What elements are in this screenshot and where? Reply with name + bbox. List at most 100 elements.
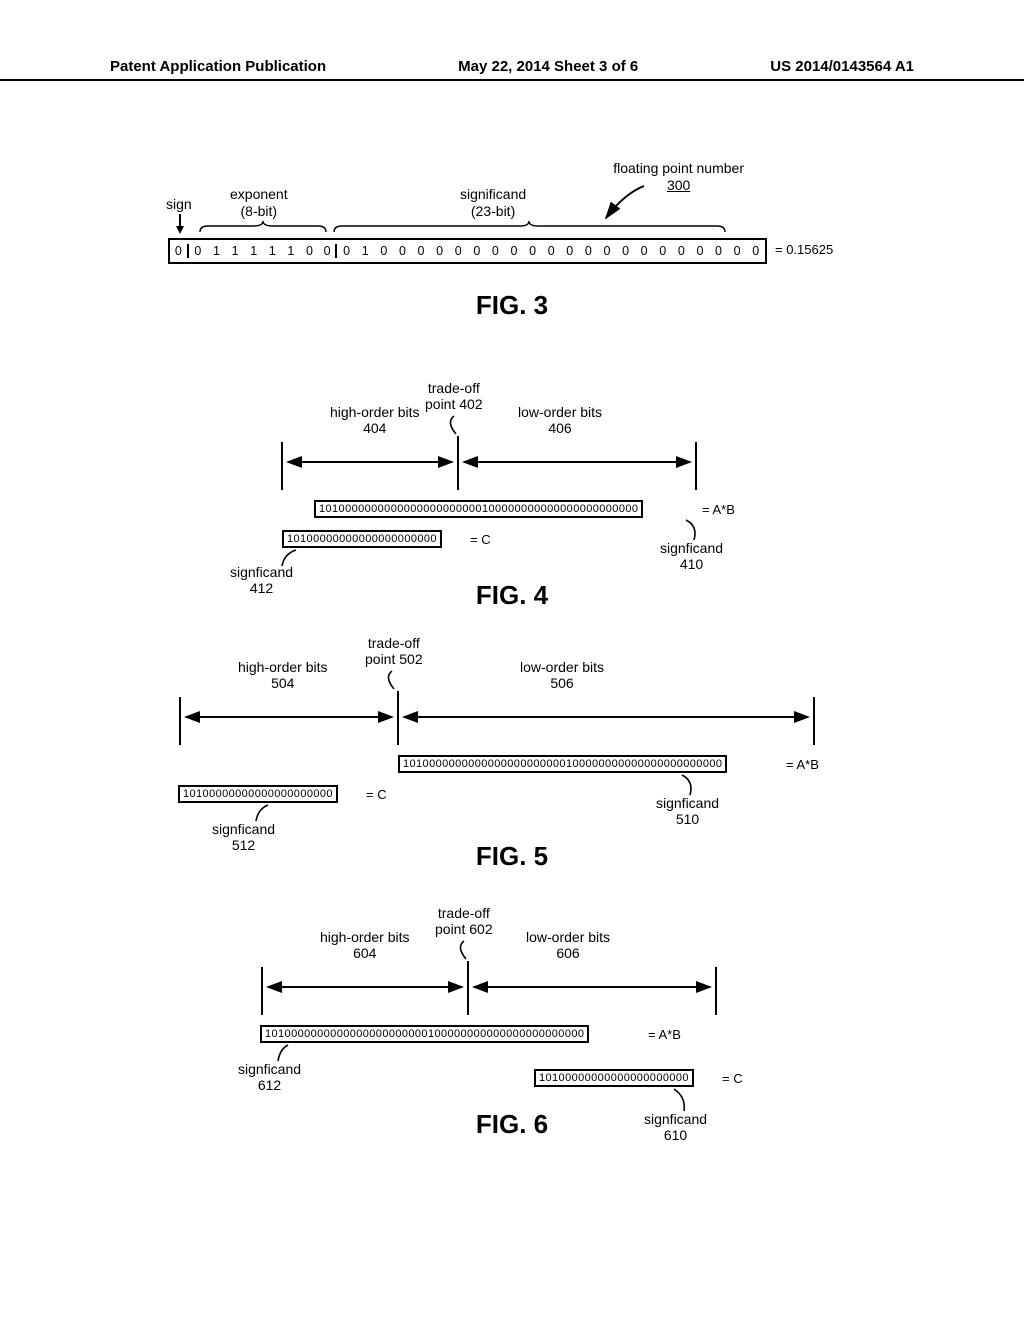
bit-cell: 0: [337, 244, 356, 258]
fig4-ab-eq: = A*B: [702, 502, 735, 517]
bit-cell: 0: [523, 244, 542, 258]
fig6-lo-l1: low-order bits: [526, 929, 610, 945]
significand-label: significand (23-bit): [460, 186, 526, 220]
fpn-arrow-icon: [594, 184, 654, 224]
exponent-label: exponent (8-bit): [230, 186, 288, 220]
bit-row: 00111110001000000000000000000000: [168, 238, 767, 264]
page-content: floating point number 300 sign exponent …: [0, 140, 1024, 1175]
fig5-title: FIG. 5: [120, 841, 904, 872]
fig6-c-eq: = C: [722, 1071, 743, 1086]
bit-cell: 1: [282, 244, 301, 258]
fig4-lo-l2: 406: [548, 420, 571, 436]
fig4-sig410-l2: 410: [680, 556, 703, 572]
fig4-c-eq: = C: [470, 532, 491, 547]
bit-cell: 0: [319, 244, 338, 258]
bit-cell: 0: [579, 244, 598, 258]
fig4-sig412-l1: signficand: [230, 564, 293, 580]
fig5-sig510-label: signficand 510: [656, 795, 719, 827]
bit-cell: 0: [393, 244, 412, 258]
fig5-lo-l2: 506: [550, 675, 573, 691]
fig6-ab-box: 1010000000000000000000000100000000000000…: [260, 1025, 589, 1043]
bit-cell: 0: [430, 244, 449, 258]
fig6-sig612-l2: 612: [258, 1077, 281, 1093]
fig5-tradeoff-label: trade-off point 502: [365, 635, 423, 667]
figure-5: trade-off point 502 high-order bits 504 …: [120, 635, 904, 895]
header-right: US 2014/0143564 A1: [770, 58, 914, 75]
fig5-sig510-l1: signficand: [656, 795, 719, 811]
bit-cell: 0: [486, 244, 505, 258]
sig-label-text: significand: [460, 186, 526, 202]
fig4-trade-l2: point 402: [425, 396, 483, 412]
exp-label-bits: (8-bit): [241, 203, 278, 219]
fig5-ho-l1: high-order bits: [238, 659, 328, 675]
fig6-range-icon: [260, 961, 720, 1019]
exp-label-text: exponent: [230, 186, 288, 202]
bit-cell: 0: [505, 244, 524, 258]
fig4-trade-l1: trade-off: [428, 380, 480, 396]
bit-cell: 0: [728, 244, 747, 258]
fig5-lo-label: low-order bits 506: [520, 659, 604, 691]
page-header: Patent Application Publication May 22, 2…: [0, 58, 1024, 81]
fpn-label-number: 300: [667, 177, 690, 193]
fig5-ab-box: 1010000000000000000000000100000000000000…: [398, 755, 727, 773]
fig5-ho-l2: 504: [271, 675, 294, 691]
bit-cell: 0: [709, 244, 728, 258]
fig6-sig612-l1: signficand: [238, 1061, 301, 1077]
fig6-sig612-label: signficand 612: [238, 1061, 301, 1093]
bit-cell: 1: [207, 244, 226, 258]
fig5-ho-label: high-order bits 504: [238, 659, 328, 691]
bit-cell: 1: [244, 244, 263, 258]
fig4-ho-l1: high-order bits: [330, 404, 420, 420]
fig6-lo-label: low-order bits 606: [526, 929, 610, 961]
bit-cell: 0: [560, 244, 579, 258]
fig6-tradeoff-label: trade-off point 602: [435, 905, 493, 937]
fig4-sig410-l1: signficand: [660, 540, 723, 556]
fig5-sig510-l2: 510: [676, 811, 699, 827]
bit-cell: 0: [542, 244, 561, 258]
fig6-c-box: 10100000000000000000000: [534, 1069, 694, 1087]
fig6-trade-l2: point 602: [435, 921, 493, 937]
fig3-title: FIG. 3: [120, 290, 904, 321]
fig4-ho-label: high-order bits 404: [330, 404, 420, 436]
figure-4: trade-off point 402 high-order bits 404 …: [120, 380, 904, 625]
brace-exponent-icon: [198, 220, 328, 234]
fig5-range-icon: [178, 691, 818, 749]
bit-cell: 0: [653, 244, 672, 258]
bit-cell: 0: [598, 244, 617, 258]
bit-cell: 0: [691, 244, 710, 258]
fig5-c-eq: = C: [366, 787, 387, 802]
fig6-ho-label: high-order bits 604: [320, 929, 410, 961]
fig6-ab-eq: = A*B: [648, 1027, 681, 1042]
fig6-lo-l2: 606: [556, 945, 579, 961]
fig5-trade-l1: trade-off: [368, 635, 420, 651]
bit-cell: 0: [746, 244, 765, 258]
bit-cell: 0: [375, 244, 394, 258]
fig4-sig410-label: signficand 410: [660, 540, 723, 572]
bit-cell: 0: [616, 244, 635, 258]
bit-cell: 0: [635, 244, 654, 258]
fig5-lo-l1: low-order bits: [520, 659, 604, 675]
header-center: May 22, 2014 Sheet 3 of 6: [458, 58, 638, 75]
bit-cell: 0: [189, 244, 208, 258]
fig6-ho-l2: 604: [353, 945, 376, 961]
fig4-ho-l2: 404: [363, 420, 386, 436]
bit-cell: 1: [263, 244, 282, 258]
bit-cell: 0: [449, 244, 468, 258]
sig-label-bits: (23-bit): [471, 203, 515, 219]
fig3-value: = 0.15625: [775, 242, 833, 257]
bit-cell: 0: [170, 244, 189, 258]
fig4-c-box: 10100000000000000000000: [282, 530, 442, 548]
fig4-title: FIG. 4: [120, 580, 904, 611]
bit-cell: 0: [468, 244, 487, 258]
figure-6: trade-off point 602 high-order bits 604 …: [120, 905, 904, 1175]
fig4-trade-hook-icon: [442, 414, 468, 438]
bit-cell: 0: [672, 244, 691, 258]
fig5-trade-l2: point 502: [365, 651, 423, 667]
bit-cell: 1: [226, 244, 245, 258]
fig5-sig512-l1: signficand: [212, 821, 275, 837]
fig4-ab-box: 1010000000000000000000000100000000000000…: [314, 500, 643, 518]
sign-label: sign: [166, 196, 192, 212]
fig4-range-icon: [280, 436, 700, 494]
header-left: Patent Application Publication: [110, 58, 326, 75]
figure-3: floating point number 300 sign exponent …: [120, 160, 904, 370]
